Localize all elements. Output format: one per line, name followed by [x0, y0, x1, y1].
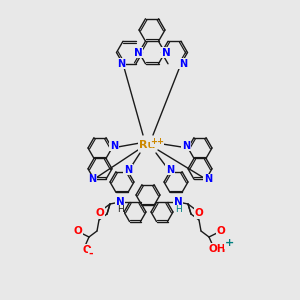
Text: N: N	[174, 197, 182, 207]
Text: ++: ++	[150, 137, 164, 146]
Text: H: H	[175, 206, 182, 214]
Text: O: O	[74, 226, 82, 236]
Text: -: -	[89, 249, 93, 259]
Text: Ru: Ru	[139, 140, 155, 150]
Text: N: N	[124, 165, 132, 175]
Text: O: O	[217, 226, 225, 236]
Text: N: N	[162, 47, 170, 58]
Text: O: O	[195, 208, 203, 218]
Text: N: N	[179, 59, 187, 69]
Text: N: N	[204, 174, 212, 184]
Text: O: O	[96, 208, 104, 218]
Text: N: N	[116, 197, 124, 207]
Text: N: N	[166, 165, 174, 175]
Text: +: +	[224, 238, 234, 248]
Text: N: N	[117, 59, 125, 69]
Text: OH: OH	[208, 244, 226, 254]
Text: O: O	[82, 245, 91, 255]
Text: N: N	[88, 174, 96, 184]
Text: H: H	[117, 206, 123, 214]
Text: N: N	[110, 141, 118, 151]
Text: N: N	[134, 47, 142, 58]
Text: N: N	[182, 141, 190, 151]
